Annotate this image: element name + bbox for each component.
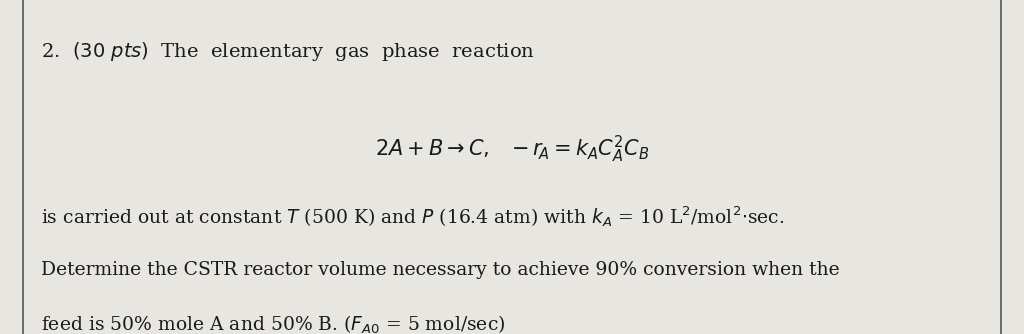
Text: $2A + B \rightarrow C,\ \ -r_{\!A} = k_A C_A^2 C_B$: $2A + B \rightarrow C,\ \ -r_{\!A} = k_A… [375, 134, 649, 165]
Text: 2.  $(30\ \mathit{pts})$  The  elementary  gas  phase  reaction: 2. $(30\ \mathit{pts})$ The elementary g… [41, 40, 535, 63]
Text: feed is 50% mole A and 50% B. ($F_{A0}$ = 5 mol/sec): feed is 50% mole A and 50% B. ($F_{A0}$ … [41, 314, 506, 334]
Text: is carried out at constant $T$ (500 K) and $P$ (16.4 atm) with $k_A$ = 10 L$^2$/: is carried out at constant $T$ (500 K) a… [41, 204, 784, 228]
Text: Determine the CSTR reactor volume necessary to achieve 90% conversion when the: Determine the CSTR reactor volume necess… [41, 261, 840, 279]
